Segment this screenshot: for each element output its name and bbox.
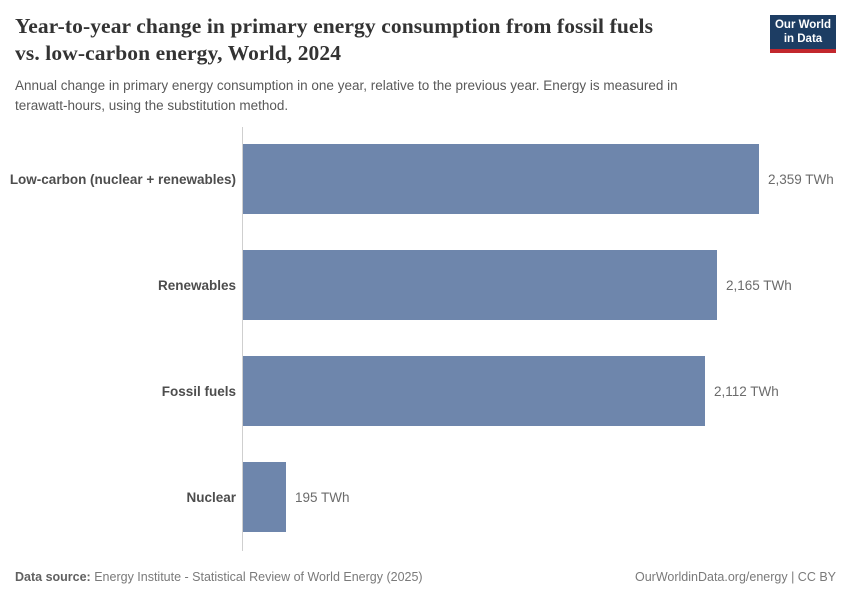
- chart-subtitle-line1: Annual change in primary energy consumpt…: [15, 78, 678, 93]
- bar[interactable]: [243, 250, 717, 320]
- data-source-text: Energy Institute - Statistical Review of…: [90, 570, 423, 584]
- bar[interactable]: [243, 144, 759, 214]
- chart-subtitle: Annual change in primary energy consumpt…: [15, 76, 678, 116]
- footer-attribution: OurWorldinData.org/energy | CC BY: [634, 570, 836, 584]
- bar-track: 2,112 TWh: [243, 356, 850, 426]
- bar[interactable]: [243, 356, 705, 426]
- value-label: 2,359 TWh: [768, 171, 834, 187]
- y-axis-line: [242, 127, 243, 551]
- category-label: Nuclear: [186, 489, 236, 505]
- category-label: Low-carbon (nuclear + renewables): [9, 171, 236, 187]
- bar-row: Nuclear 195 TWh: [0, 462, 850, 532]
- value-label: 2,112 TWh: [714, 383, 779, 399]
- category-label: Fossil fuels: [161, 383, 236, 399]
- footer: Data source: Energy Institute - Statisti…: [15, 570, 836, 584]
- bar-row: Fossil fuels 2,112 TWh: [0, 356, 850, 426]
- chart-title-line2: vs. low-carbon energy, World, 2024: [15, 41, 342, 65]
- data-source-label: Data source:: [15, 570, 91, 584]
- bar-track: 2,165 TWh: [243, 250, 850, 320]
- owid-logo-line2: in Data: [783, 32, 823, 45]
- data-source: Data source: Energy Institute - Statisti…: [15, 570, 423, 584]
- owid-logo: Our World in Data: [770, 15, 836, 53]
- bar[interactable]: [243, 462, 286, 532]
- bar-row: Low-carbon (nuclear + renewables) 2,359 T…: [0, 144, 850, 214]
- chart-subtitle-line2: terawatt-hours, using the substitution m…: [15, 98, 289, 113]
- bar-track: 195 TWh: [243, 462, 850, 532]
- category-label: Renewables: [157, 277, 236, 293]
- bar-chart: Low-carbon (nuclear + renewables) 2,359 T…: [0, 127, 850, 551]
- bar-track: 2,359 TWh: [243, 144, 850, 214]
- chart-title-line1: Year-to-year change in primary energy co…: [15, 14, 654, 38]
- chart-title: Year-to-year change in primary energy co…: [15, 13, 653, 67]
- owid-logo-line1: Our World: [774, 19, 831, 31]
- header: Year-to-year change in primary energy co…: [15, 13, 836, 67]
- value-label: 195 TWh: [295, 489, 350, 505]
- value-label: 2,165 TWh: [726, 277, 792, 293]
- bar-rows: Low-carbon (nuclear + renewables) 2,359 T…: [0, 144, 850, 532]
- bar-row: Renewables 2,165 TWh: [0, 250, 850, 320]
